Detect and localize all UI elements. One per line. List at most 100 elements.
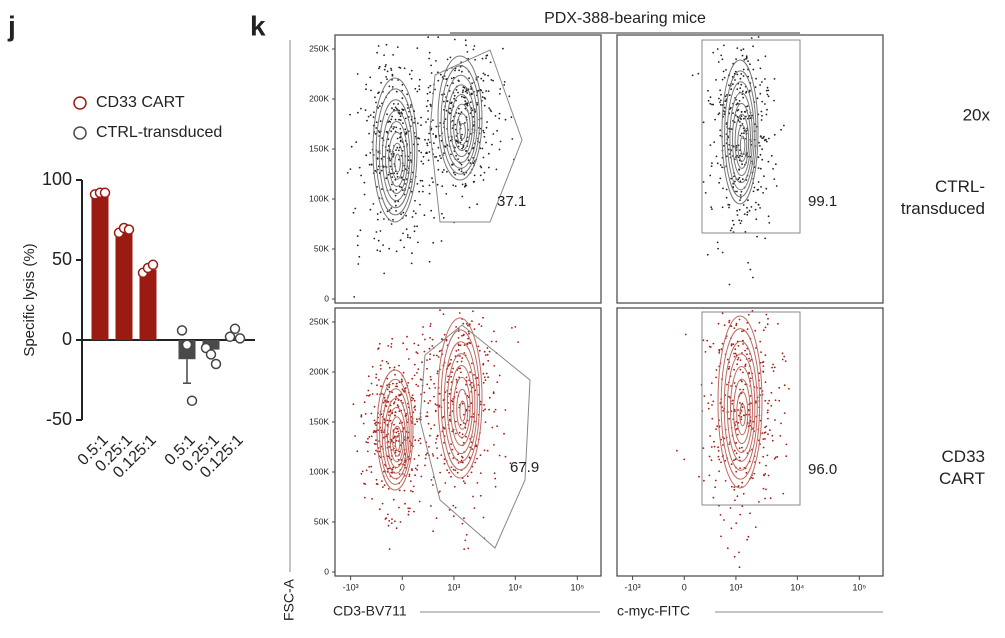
event-dot <box>767 160 770 163</box>
event-dot <box>386 149 389 152</box>
event-dot <box>738 176 741 179</box>
event-dot <box>764 354 767 357</box>
event-dot <box>767 474 770 477</box>
event-dot <box>773 178 776 181</box>
event-dot <box>722 444 724 446</box>
event-dot <box>415 383 418 386</box>
event-dot <box>759 361 762 364</box>
gate-value: 37.1 <box>497 193 526 210</box>
event-dot <box>400 213 402 216</box>
event-dot <box>487 90 490 92</box>
event-dot <box>376 393 379 395</box>
event-dot <box>731 219 734 222</box>
event-dot <box>369 152 372 154</box>
event-dot <box>463 517 465 520</box>
event-dot <box>723 106 726 109</box>
event-dot <box>382 244 384 247</box>
event-dot <box>422 326 424 328</box>
event-dot <box>503 81 506 83</box>
event-dot <box>741 330 743 333</box>
event-dot <box>472 310 474 313</box>
event-dot <box>460 170 463 173</box>
event-dot <box>484 354 487 356</box>
event-dot <box>754 208 757 211</box>
event-dot <box>771 434 774 437</box>
event-dot <box>477 76 479 78</box>
event-dot <box>709 102 712 105</box>
event-dot <box>463 185 466 188</box>
event-dot <box>721 78 724 81</box>
event-dot <box>730 343 733 345</box>
event-dot <box>419 203 421 206</box>
event-dot <box>416 122 419 125</box>
event-dot <box>390 67 392 70</box>
event-dot <box>717 322 720 325</box>
event-dot <box>487 74 489 77</box>
event-dot <box>749 89 751 92</box>
event-dot <box>370 412 373 415</box>
event-dot <box>744 349 746 352</box>
event-dot <box>482 79 485 82</box>
event-dot <box>464 183 467 185</box>
event-dot <box>773 78 776 80</box>
event-dot <box>431 338 434 341</box>
event-dot <box>716 241 719 244</box>
event-dot <box>509 462 512 465</box>
event-dot <box>735 144 738 147</box>
event-dot <box>367 441 369 444</box>
event-dot <box>746 206 748 209</box>
event-dot <box>742 371 744 374</box>
event-dot <box>730 106 732 109</box>
event-dot <box>377 421 380 424</box>
contour <box>440 329 481 471</box>
event-dot <box>435 134 437 137</box>
event-dot <box>503 84 506 86</box>
event-dot <box>378 342 381 345</box>
event-dot <box>733 555 736 558</box>
event-dot <box>754 400 757 403</box>
event-dot <box>367 375 370 378</box>
event-dot <box>429 141 431 144</box>
event-dot <box>712 400 715 403</box>
event-dot <box>394 520 396 523</box>
event-dot <box>444 118 447 120</box>
event-dot <box>517 341 519 343</box>
event-dot <box>417 368 420 371</box>
event-dot <box>424 338 426 341</box>
event-dot <box>441 185 444 188</box>
event-dot <box>356 244 359 247</box>
event-dot <box>766 86 769 89</box>
event-dot <box>390 438 392 441</box>
event-dot <box>470 441 473 444</box>
event-dot <box>416 183 419 185</box>
contour <box>723 340 758 471</box>
contour <box>726 353 756 462</box>
event-dot <box>406 234 409 236</box>
event-dot <box>412 411 415 414</box>
event-dot <box>738 100 741 102</box>
event-dot <box>437 36 440 39</box>
event-dot <box>383 155 385 158</box>
event-dot <box>734 70 737 73</box>
event-dot <box>385 177 388 180</box>
event-dot <box>765 464 767 467</box>
event-dot <box>445 338 448 341</box>
event-dot <box>713 445 716 448</box>
event-dot <box>464 39 467 42</box>
event-dot <box>391 73 394 76</box>
event-dot <box>423 350 426 353</box>
event-dot <box>386 419 389 422</box>
event-dot <box>437 356 440 358</box>
event-dot <box>766 93 769 96</box>
gate <box>701 39 801 234</box>
event-dot <box>743 132 745 135</box>
event-dot <box>380 81 382 84</box>
event-dot <box>454 69 456 72</box>
event-dot <box>413 406 416 409</box>
event-dot <box>764 438 766 440</box>
event-dot <box>413 230 416 233</box>
event-dot <box>396 172 399 175</box>
event-dot <box>430 72 433 74</box>
event-dot <box>403 67 406 70</box>
event-dot <box>413 510 415 513</box>
